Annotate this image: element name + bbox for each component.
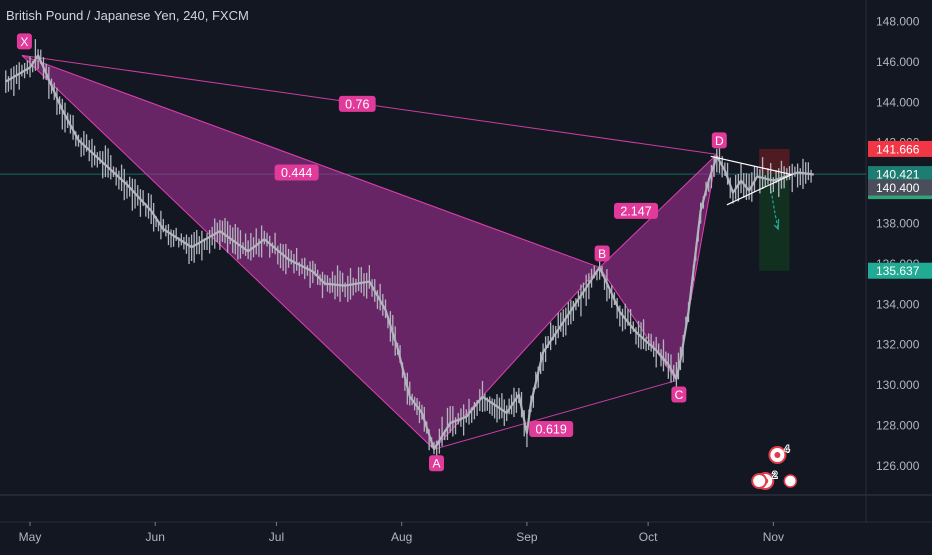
y-tick-label: 148.000 [876,15,920,29]
ratio-label-bg [614,202,658,219]
pattern-point-label-bg [16,33,32,50]
ratio-label: 2.147 [620,204,651,218]
pattern-line-ac [433,380,677,450]
projection-arrow-head [773,218,780,231]
x-tick-label: Aug [391,530,412,544]
triangle-pattern [710,155,794,206]
ratio-label-bg [338,95,376,112]
pattern-point-x: X [20,35,28,49]
pattern-point-c: C [675,388,684,402]
y-tick-label: 126.000 [876,459,920,473]
x-tick-label: Jul [269,530,284,544]
ratio-label: 0.619 [536,423,567,437]
event-marker-circle [751,473,768,489]
event-marker-dot [774,452,781,458]
ratio-label: 0.76 [345,97,369,111]
pattern-point-label-bg [594,245,610,262]
x-tick-label: Sep [516,530,538,544]
y-tick-label: 134.000 [876,297,920,311]
price-axis-label: 141.666 [876,142,920,156]
y-tick-label: 146.000 [876,55,920,69]
x-tick-label: Oct [639,530,658,544]
price-axis-label-bg [868,140,932,157]
y-tick-label: 132.000 [876,338,920,352]
pattern-point-a: A [432,457,440,471]
price-axis-label-bg [868,179,932,196]
pattern-point-label-bg [671,386,687,403]
x-tick-label: Jun [146,530,165,544]
x-tick-label: Nov [763,530,784,544]
symbol-title[interactable]: British Pound / Japanese Yen, 240, FXCM [6,8,249,23]
pattern-point-b: B [598,247,606,261]
pattern-point-label-bg [711,132,727,149]
ratio-label-bg [274,164,319,181]
ratio-label-bg [529,421,574,438]
x-tick-label: May [19,530,42,544]
pattern-point-d: D [715,134,724,148]
event-marker-count: 4 [784,444,789,454]
price-candles [5,39,812,458]
price-axis-label: 140.421 [876,168,920,182]
y-tick-label: 144.000 [876,95,920,109]
take-profit-zone [759,174,790,271]
y-tick-label: 128.000 [876,419,920,433]
price-axis-label-bg [868,166,932,183]
event-marker-group: 42 [751,443,798,490]
event-marker-circle [783,474,798,488]
price-axis-label: 140.400 [876,181,920,195]
y-tick-label: 138.000 [876,217,920,231]
pattern-point-label-bg [429,455,444,472]
event-marker-count: 2 [772,470,777,480]
ratio-label: 0.444 [281,166,312,180]
price-axis-label-bg [868,262,932,279]
y-tick-label: 130.000 [876,378,920,392]
price-axis-label: 135.637 [876,264,920,278]
projection-arrow [770,190,779,230]
